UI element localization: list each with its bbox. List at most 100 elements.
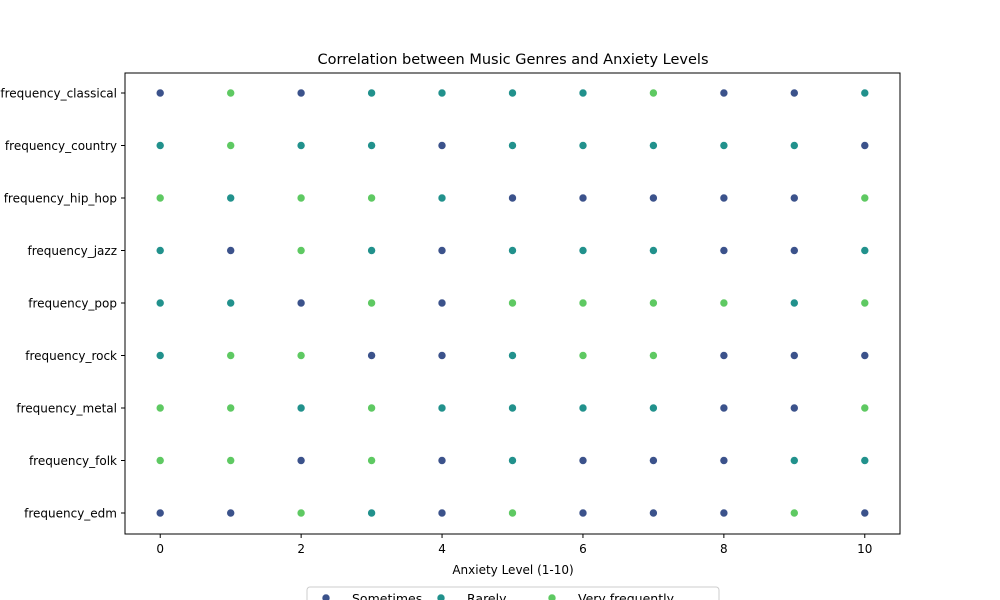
data-point (649, 456, 658, 465)
data-point (296, 298, 306, 308)
data-point (860, 246, 870, 255)
data-point (437, 88, 447, 98)
data-point (437, 456, 447, 465)
data-point (226, 508, 235, 518)
data-point (860, 88, 870, 98)
data-point (226, 351, 235, 360)
data-point (226, 141, 235, 150)
data-point (296, 403, 306, 413)
data-point (367, 298, 376, 308)
data-point (367, 246, 376, 255)
chart-title: Correlation between Music Genres and Anx… (317, 52, 708, 68)
data-point (789, 456, 799, 465)
legend-label: Rarely (467, 591, 507, 600)
data-point (155, 351, 165, 360)
data-point (719, 456, 729, 465)
data-point (155, 88, 165, 98)
data-point (860, 193, 870, 203)
y-axis-ticks: frequency_classical frequency_countryfreq… (0, 87, 125, 521)
data-point (226, 88, 235, 98)
x-tick-label: 2 (297, 542, 305, 556)
data-point (719, 508, 729, 518)
data-point (789, 246, 799, 255)
y-tick-label: frequency_hip_hop (4, 192, 117, 206)
data-point (155, 298, 165, 308)
data-point (437, 141, 447, 150)
y-tick-label: frequency_classical (0, 87, 117, 101)
data-point (367, 88, 376, 98)
data-point (789, 88, 799, 98)
data-point (226, 246, 235, 255)
data-point (508, 246, 517, 255)
x-axis-ticks: 0 2 4 6 8 10 (156, 534, 872, 556)
data-point (226, 298, 235, 308)
data-point (367, 508, 376, 518)
data-point (649, 246, 658, 255)
data-point (155, 508, 165, 518)
data-point (649, 403, 658, 413)
data-point (719, 351, 729, 360)
data-point (578, 508, 588, 518)
data-point (719, 298, 729, 308)
data-point (789, 298, 799, 308)
x-tick-label: 0 (156, 542, 164, 556)
data-point (296, 88, 306, 98)
legend-box (306, 586, 720, 600)
data-point (508, 88, 517, 98)
data-point (226, 403, 235, 413)
data-point (860, 456, 870, 465)
data-point (860, 141, 870, 150)
x-tick-label: 6 (579, 542, 587, 556)
data-point (578, 246, 588, 255)
data-point (719, 88, 729, 98)
data-point (155, 141, 165, 150)
data-point (508, 456, 517, 465)
data-point (789, 193, 799, 203)
x-tick-label: 4 (438, 542, 446, 556)
data-point (437, 351, 447, 360)
data-point (860, 403, 870, 413)
data-point (860, 351, 870, 360)
data-point (508, 508, 517, 518)
data-point (789, 351, 799, 360)
data-point (437, 403, 447, 413)
x-tick-label: 8 (720, 542, 728, 556)
data-point (296, 193, 306, 203)
data-point (719, 246, 729, 255)
data-point (508, 193, 517, 203)
data-point (508, 403, 517, 413)
data-point (367, 193, 376, 203)
data-point (860, 508, 870, 518)
data-point (578, 88, 588, 98)
data-point (649, 351, 658, 360)
data-point (155, 403, 165, 413)
data-point (296, 351, 306, 360)
data-point (437, 193, 447, 203)
data-point (719, 193, 729, 203)
data-point (508, 141, 517, 150)
data-point (578, 456, 588, 465)
y-tick-label: frequency_metal (16, 402, 117, 416)
y-tick-label: frequency_folk (29, 454, 117, 468)
data-point (155, 193, 165, 203)
data-point (437, 298, 447, 308)
x-tick-label: 10 (857, 542, 872, 556)
data-point (296, 141, 306, 150)
data-point (789, 508, 799, 518)
data-point (437, 508, 447, 518)
data-point (296, 508, 306, 518)
data-point (578, 351, 588, 360)
y-tick-label: frequency_country (5, 139, 117, 153)
legend-marker (436, 593, 446, 600)
data-point (155, 246, 165, 255)
plot-area (155, 88, 870, 518)
legend-label: Sometimes (352, 591, 422, 600)
data-point (578, 193, 588, 203)
data-point (649, 88, 658, 98)
data-point (719, 141, 729, 150)
data-point (789, 141, 799, 150)
data-point (508, 351, 517, 360)
data-point (367, 351, 376, 360)
y-tick-label: frequency_rock (25, 349, 117, 363)
legend-marker (547, 593, 557, 600)
